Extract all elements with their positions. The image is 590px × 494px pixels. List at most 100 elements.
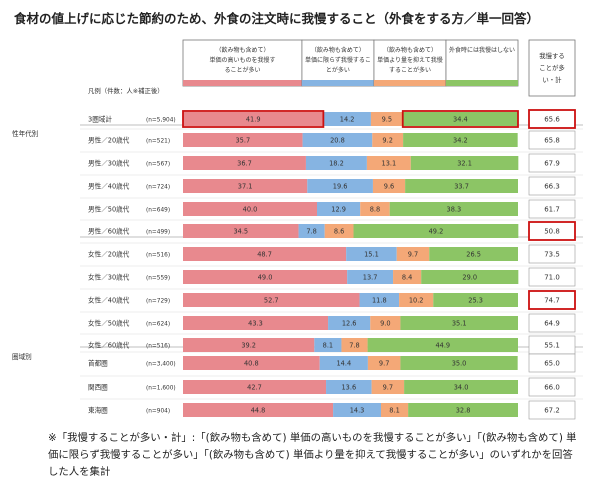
bar-segment [393, 270, 422, 284]
bar-value-label: 41.9 [246, 116, 261, 124]
bar-segment [400, 316, 518, 330]
bar-value-label: 9.7 [383, 384, 394, 392]
bar-value-label: 13.1 [382, 160, 397, 168]
bar-value-label: 40.8 [244, 360, 259, 368]
bar-segment [367, 356, 401, 370]
bar-segment [183, 270, 348, 284]
header-label: （飲み物も含めて） [383, 46, 437, 54]
bar-segment [421, 270, 519, 284]
bar-segment [183, 133, 303, 147]
bar-value-label: 32.8 [456, 407, 471, 415]
row-n: (n=649) [146, 208, 170, 214]
bar-segment [399, 293, 434, 307]
row-label: 男性／50歳代 [88, 205, 130, 214]
bar-segment [317, 202, 361, 216]
total-cell [528, 400, 576, 420]
row-n: (n=1,600) [146, 386, 176, 392]
bar-value-label: 8.1 [389, 407, 400, 415]
bar-value-label: 35.0 [452, 360, 467, 368]
header-label: 単価より量を抑えて我慢 [377, 56, 443, 64]
header-label: ることが多い [224, 66, 260, 74]
bar-segment [367, 338, 518, 352]
bar-value-label: 48.7 [257, 251, 272, 259]
total-value-label: 67.2 [544, 407, 560, 415]
bar-value-label: 9.0 [380, 320, 391, 328]
bar-value-label: 49.2 [429, 228, 444, 236]
bar-value-label: 9.6 [384, 183, 395, 191]
total-cell [528, 153, 576, 173]
total-cell [528, 176, 576, 196]
bar-segment [314, 338, 342, 352]
bar-segment [323, 112, 371, 126]
header-label: 単価の高いものを我慢す [209, 56, 275, 64]
group-label-gender-age: 性年代別 [12, 129, 39, 138]
header-label: 外食時には我慢はしない [449, 46, 515, 54]
bar-value-label: 39.2 [241, 342, 256, 350]
bar-segment [410, 156, 519, 170]
bar-value-label: 7.8 [349, 342, 360, 350]
bar-segment [405, 179, 518, 193]
total-value-label: 64.9 [544, 320, 560, 328]
bar-segment [183, 224, 299, 238]
header-label: 単価に限らず我慢するこ [305, 56, 371, 64]
bar-value-label: 14.3 [350, 407, 365, 415]
bar-segment [408, 403, 518, 417]
row-n: (n=559) [146, 276, 170, 282]
highlight-box [401, 110, 519, 128]
row-n: (n=516) [146, 253, 170, 259]
total-cell [528, 267, 576, 287]
bar-segment [346, 247, 397, 261]
header-color-strip [373, 80, 446, 86]
header-box [445, 39, 519, 87]
row-label: 男性／40歳代 [88, 182, 130, 191]
bar-segment [433, 293, 518, 307]
bar-segment [404, 380, 518, 394]
total-value-label: 55.1 [544, 342, 560, 350]
total-cell [528, 130, 576, 150]
bar-value-label: 7.8 [306, 228, 317, 236]
bar-segment [341, 338, 368, 352]
total-value-label: 71.0 [544, 274, 560, 282]
row-label: 男性／20歳代 [88, 136, 130, 145]
row-label: 女性／30歳代 [88, 273, 130, 282]
bar-value-label: 8.8 [370, 206, 381, 214]
bar-segment [347, 270, 394, 284]
row-label: 3圏域計 [88, 115, 112, 124]
bar-segment [389, 202, 518, 216]
header-color-strip [183, 80, 302, 86]
bar-value-label: 8.4 [402, 274, 413, 282]
row-label: 女性／40歳代 [88, 296, 130, 305]
total-cell [528, 109, 576, 129]
highlight-box [182, 110, 325, 128]
bar-segment [396, 247, 430, 261]
header-label: とが多い [326, 66, 350, 74]
total-value-label: 74.7 [544, 297, 560, 305]
bar-value-label: 37.1 [238, 183, 253, 191]
bar-value-label: 35.1 [452, 320, 467, 328]
bar-segment [183, 380, 327, 394]
bar-value-label: 10.2 [409, 297, 424, 305]
bar-segment [370, 316, 401, 330]
bar-value-label: 14.2 [340, 116, 355, 124]
total-cell [528, 290, 576, 310]
bar-value-label: 8.6 [334, 228, 345, 236]
header-label: することが多い [389, 66, 431, 74]
bar-value-label: 32.1 [457, 160, 472, 168]
bar-value-label: 44.9 [435, 342, 450, 350]
bar-segment [307, 179, 373, 193]
stacked-bar-chart: （飲み物も含めて） 単価の高いものを我慢することが多い （飲み物も含めて） 単価に限ら… [12, 39, 583, 420]
header-color-strip [301, 80, 374, 86]
row-n: (n=567) [146, 162, 170, 168]
bar-segment [370, 112, 403, 126]
total-value-label: 66.0 [544, 384, 560, 392]
bar-segment [366, 156, 411, 170]
total-value-label: 67.9 [544, 160, 560, 168]
bar-value-label: 19.6 [333, 183, 348, 191]
bar-segment [372, 133, 404, 147]
total-cell [528, 199, 576, 219]
bar-value-label: 25.3 [468, 297, 483, 305]
bar-segment [324, 224, 354, 238]
bar-segment [429, 247, 518, 261]
bar-segment [183, 338, 315, 352]
row-label: 首都圏 [88, 359, 108, 368]
